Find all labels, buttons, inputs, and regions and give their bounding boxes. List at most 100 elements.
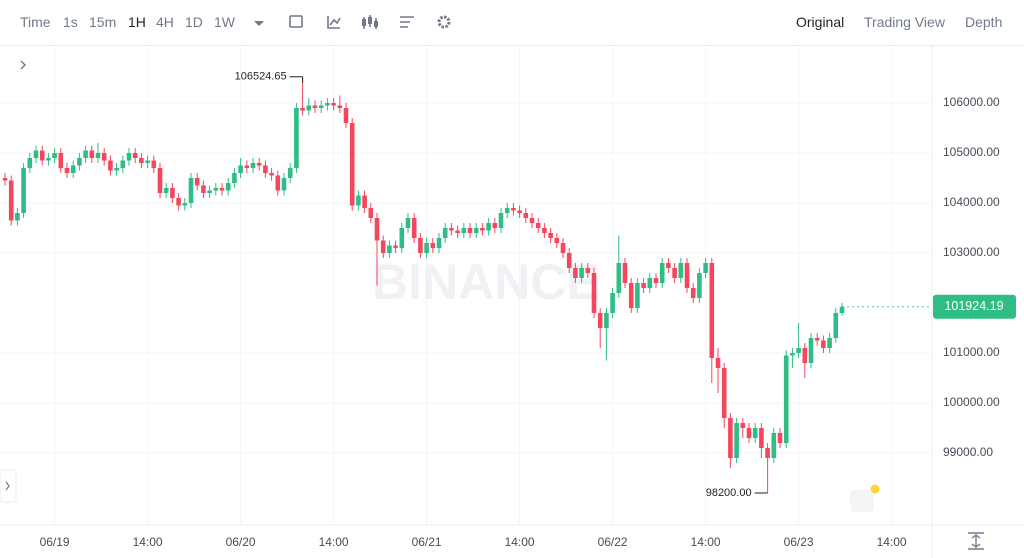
layout-icon[interactable]	[400, 16, 414, 28]
candle-body	[27, 158, 33, 168]
candle-body	[393, 245, 398, 248]
candle-body	[39, 150, 45, 161]
candle-body	[814, 338, 820, 341]
candle-body	[796, 348, 801, 353]
x-tick-label: 06/21	[412, 535, 442, 549]
candle-body	[318, 105, 324, 108]
candle-body	[616, 263, 622, 293]
candle-body	[207, 190, 212, 193]
candle-body	[728, 418, 733, 458]
candle-body	[52, 153, 57, 158]
scale-icon[interactable]	[968, 532, 984, 550]
last-price-label: 101924.19	[944, 299, 1003, 313]
candle-body	[83, 150, 88, 158]
y-tick-label: 103000.00	[943, 245, 1000, 259]
time-label: Time	[20, 14, 51, 30]
candle-body	[325, 103, 330, 106]
candle-body	[790, 353, 795, 356]
candle-body	[151, 160, 157, 168]
candle-body	[480, 228, 485, 231]
calendar-icon[interactable]	[289, 15, 303, 28]
candle-body	[436, 238, 442, 248]
x-tick-label: 14:00	[319, 535, 349, 549]
candle-body	[560, 243, 566, 253]
candle-body	[89, 150, 95, 158]
view-tab[interactable]: Original	[796, 14, 845, 30]
candle-body	[139, 158, 144, 163]
candle-body	[486, 223, 491, 231]
candle-body	[188, 178, 194, 203]
candle-body	[647, 278, 653, 288]
candle-body	[523, 213, 529, 218]
candle-body	[666, 263, 671, 268]
candle-body	[659, 263, 665, 283]
interval[interactable]: 1W	[214, 14, 235, 30]
side-toggle[interactable]	[0, 469, 17, 503]
candle-body	[58, 153, 64, 168]
settings-icon[interactable]	[437, 15, 451, 29]
candle-body	[517, 210, 522, 213]
candle-body	[101, 153, 107, 161]
candle-body	[287, 168, 293, 178]
candle-body	[312, 105, 318, 108]
candle-body	[709, 263, 715, 358]
candle-body	[46, 158, 51, 161]
indicator-icon[interactable]	[327, 16, 341, 29]
candle-body	[461, 228, 467, 233]
candle-body	[783, 355, 789, 443]
candle-body	[399, 228, 405, 248]
interval[interactable]: 4H	[156, 14, 174, 30]
candle-body	[424, 243, 429, 253]
y-tick-label: 101000.00	[943, 345, 1000, 359]
expand-icon[interactable]	[20, 60, 26, 70]
candle-body	[827, 338, 832, 348]
interval[interactable]: 15m	[89, 14, 117, 30]
candle-body	[120, 160, 126, 168]
candle-body	[808, 338, 814, 363]
watermark: BINANCE	[372, 254, 600, 310]
candle-body	[411, 218, 417, 238]
interval[interactable]: 1D	[185, 14, 203, 30]
candle-body	[126, 153, 132, 161]
candle-body	[752, 428, 758, 438]
candle-body	[430, 243, 436, 248]
candle-body	[33, 150, 39, 158]
candle-body	[511, 208, 516, 211]
view-tab[interactable]: Trading View	[864, 14, 945, 30]
candle-body	[182, 203, 188, 206]
candle-body	[163, 188, 169, 193]
candle-body	[597, 313, 603, 328]
x-tick-label: 06/22	[598, 535, 628, 549]
candle-body	[554, 238, 560, 243]
candle-body	[145, 160, 150, 163]
candle-body	[77, 158, 82, 166]
interval[interactable]: 1s	[63, 14, 78, 30]
candle-body	[380, 240, 386, 253]
dropdown-icon[interactable]	[254, 21, 264, 26]
candle-body	[678, 263, 684, 278]
candle-body	[610, 293, 615, 313]
candle-body	[622, 263, 628, 283]
x-tick-label: 14:00	[691, 535, 721, 549]
y-tick-label: 99000.00	[943, 445, 993, 459]
high-label: 106524.65	[235, 71, 287, 83]
candle-body	[306, 105, 312, 111]
view-tab[interactable]: Depth	[965, 14, 1003, 30]
candle-body	[771, 433, 777, 458]
candle-body	[684, 263, 690, 288]
candle-body	[740, 423, 746, 428]
candle-body	[802, 348, 808, 363]
candle-body	[275, 175, 281, 191]
candle-body	[374, 218, 380, 241]
x-tick-label: 14:00	[505, 535, 535, 549]
candle-body	[821, 340, 826, 348]
notice-icon[interactable]	[850, 490, 874, 512]
x-tick-label: 06/20	[226, 535, 256, 549]
candle-body	[64, 168, 70, 173]
y-tick-label: 106000.00	[943, 95, 1000, 109]
toolbar: Time 1s 15m 1H 4H 1D 1W Original Trading…	[0, 0, 1024, 46]
interval[interactable]: 1H	[128, 14, 146, 30]
candle-body	[585, 268, 591, 273]
